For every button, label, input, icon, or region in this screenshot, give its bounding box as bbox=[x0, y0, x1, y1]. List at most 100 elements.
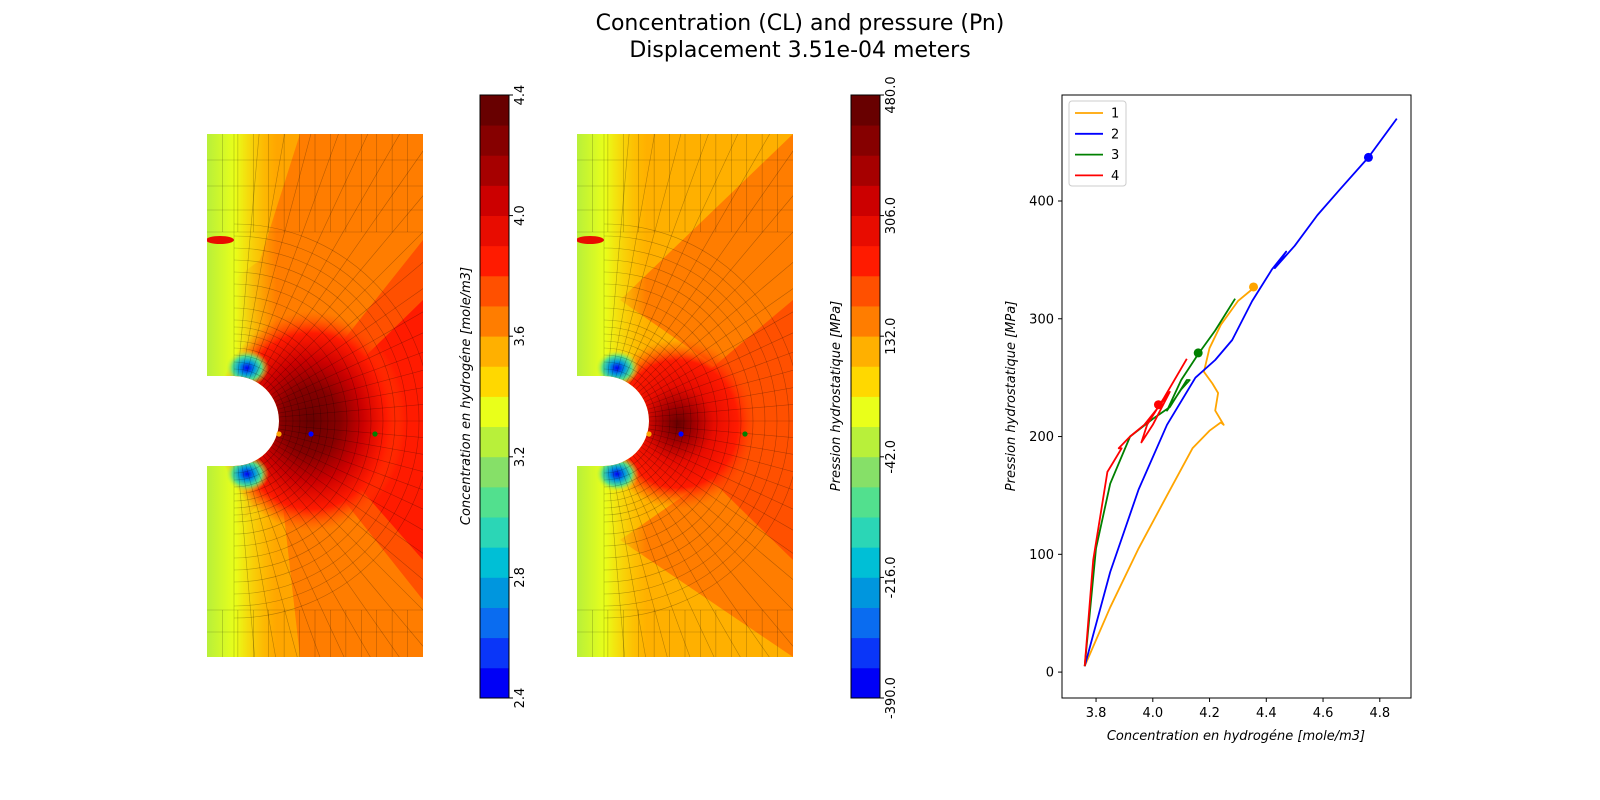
colorbar-level bbox=[480, 245, 509, 277]
colorbar-tick-label: 2.8 bbox=[513, 567, 528, 588]
colorbar-level bbox=[851, 607, 880, 639]
series-marker-2 bbox=[1363, 152, 1373, 162]
colorbar-level bbox=[851, 486, 880, 518]
colorbar-level bbox=[851, 667, 880, 699]
probe-point-1 bbox=[646, 431, 652, 437]
x-tick-label: 4.8 bbox=[1369, 706, 1390, 721]
colorbar-level bbox=[851, 396, 880, 428]
figure-title-line2: Displacement 3.51e-04 meters bbox=[629, 38, 971, 63]
colorbar-level bbox=[851, 275, 880, 307]
colorbar-tick-label: -42.0 bbox=[884, 440, 899, 474]
y-axis-label: Pression hydrostatique [MPa] bbox=[1004, 301, 1019, 491]
colorbar-level bbox=[480, 155, 509, 186]
chart-legend: 1 2 3 4 bbox=[1068, 100, 1127, 187]
colorbar-tick-label: 480.0 bbox=[884, 76, 899, 113]
colorbar-level bbox=[851, 125, 880, 156]
series-marker-3 bbox=[1193, 348, 1203, 358]
colorbar-label-concentration: Concentration en hydrogéne [mole/m3] bbox=[459, 267, 474, 525]
figure-title-line1: Concentration (CL) and pressure (Pn) bbox=[595, 11, 1005, 36]
colorbar-tick-label: 4.4 bbox=[513, 85, 528, 106]
colorbar-level bbox=[851, 215, 880, 247]
colorbar-level bbox=[480, 275, 509, 307]
colorbar-level bbox=[851, 456, 880, 488]
series-marker-1 bbox=[1249, 282, 1259, 292]
colorbar-tick-label: 3.6 bbox=[513, 326, 528, 347]
series-line-1 bbox=[1083, 286, 1256, 667]
colorbar-level bbox=[851, 517, 880, 548]
x-tick-label: 4.0 bbox=[1142, 706, 1163, 721]
colorbar-level bbox=[851, 155, 880, 186]
x-tick-label: 3.8 bbox=[1086, 706, 1107, 721]
colorbar-level bbox=[480, 336, 509, 367]
colorbar-level bbox=[851, 366, 880, 397]
series-marker-4 bbox=[1153, 400, 1163, 410]
colorbar-level bbox=[480, 637, 509, 669]
colorbar-frame bbox=[479, 94, 510, 699]
colorbar-level bbox=[851, 306, 880, 337]
colorbar-tick-label: 4.0 bbox=[513, 205, 528, 226]
colorbar-level bbox=[480, 366, 509, 397]
legend-label-3: 3 bbox=[1111, 148, 1119, 163]
x-axis-label: Concentration en hydrogéne [mole/m3] bbox=[1107, 729, 1365, 744]
colorbar-level bbox=[851, 336, 880, 367]
colorbar-tick-label: 132.0 bbox=[884, 318, 899, 355]
colorbar-level bbox=[480, 185, 509, 216]
colorbar-level bbox=[851, 637, 880, 669]
colorbar-level bbox=[480, 517, 509, 548]
colorbar-level bbox=[480, 607, 509, 639]
probe-point-2 bbox=[678, 431, 684, 437]
colorbar-pressure: -390.0 -216.0 -42.0 132.0 306.0 480.0 bbox=[850, 76, 899, 719]
legend-frame bbox=[1068, 100, 1127, 187]
colorbar-level bbox=[480, 396, 509, 428]
colorbar-tick-label: 2.4 bbox=[513, 688, 528, 709]
legend-label-1: 1 bbox=[1111, 107, 1119, 122]
colorbar-level bbox=[480, 215, 509, 247]
colorbar-tick-label: 306.0 bbox=[884, 197, 899, 234]
contour-map-pressure bbox=[577, 134, 793, 657]
colorbar-level bbox=[851, 185, 880, 216]
x-tick-label: 4.6 bbox=[1313, 706, 1334, 721]
colorbar-level bbox=[851, 426, 880, 458]
colorbar-tick-label: -390.0 bbox=[884, 677, 899, 719]
figure-title: Concentration (CL) and pressure (Pn) Dis… bbox=[0, 10, 1600, 64]
colorbar-frame bbox=[850, 94, 881, 699]
colorbar-level bbox=[480, 306, 509, 337]
y-tick-label: 100 bbox=[1029, 548, 1054, 563]
colorbar-concentration: 2.4 2.8 3.2 3.6 4.0 4.4 bbox=[479, 85, 528, 709]
legend-label-4: 4 bbox=[1111, 169, 1119, 184]
y-tick-label: 0 bbox=[1046, 666, 1054, 681]
colorbar-level bbox=[480, 125, 509, 156]
colorbar-tick-label: -216.0 bbox=[884, 556, 899, 598]
x-tick-label: 4.2 bbox=[1199, 706, 1220, 721]
series-line-2 bbox=[1083, 118, 1398, 667]
colorbar-label-pressure: Pression hydrostatique [MPa] bbox=[829, 301, 844, 491]
colorbar-level bbox=[480, 426, 509, 458]
y-tick-label: 300 bbox=[1029, 312, 1054, 327]
series-line-4 bbox=[1083, 358, 1188, 667]
probe-point-3 bbox=[742, 431, 748, 437]
colorbar-level bbox=[851, 547, 880, 578]
probe-point-1 bbox=[276, 431, 282, 437]
probe-point-2 bbox=[308, 431, 314, 437]
y-tick-label: 200 bbox=[1029, 430, 1054, 445]
probe-point-3 bbox=[372, 431, 378, 437]
colorbar-level bbox=[480, 456, 509, 488]
x-axis-ticks: 3.8 4.0 4.2 4.4 4.6 4.8 bbox=[1086, 698, 1390, 721]
series-line-3 bbox=[1083, 298, 1236, 667]
colorbar-level bbox=[480, 547, 509, 578]
line-chart: 3.8 4.0 4.2 4.4 4.6 4.8 0 100 200 300 400 Concent… bbox=[1004, 94, 1412, 744]
y-tick-label: 400 bbox=[1029, 194, 1054, 209]
probe-points-b bbox=[646, 431, 748, 437]
colorbar-level bbox=[480, 667, 509, 699]
colorbar-level bbox=[480, 95, 509, 126]
colorbar-tick-label: 3.2 bbox=[513, 446, 528, 467]
legend-label-2: 2 bbox=[1111, 127, 1119, 142]
plot-area-frame bbox=[1061, 94, 1412, 699]
chart-series-group bbox=[1083, 118, 1398, 667]
colorbar-level bbox=[480, 486, 509, 518]
colorbar-level bbox=[851, 577, 880, 608]
colorbar-level bbox=[851, 95, 880, 126]
probe-points-a bbox=[276, 431, 378, 437]
x-tick-label: 4.4 bbox=[1256, 706, 1277, 721]
